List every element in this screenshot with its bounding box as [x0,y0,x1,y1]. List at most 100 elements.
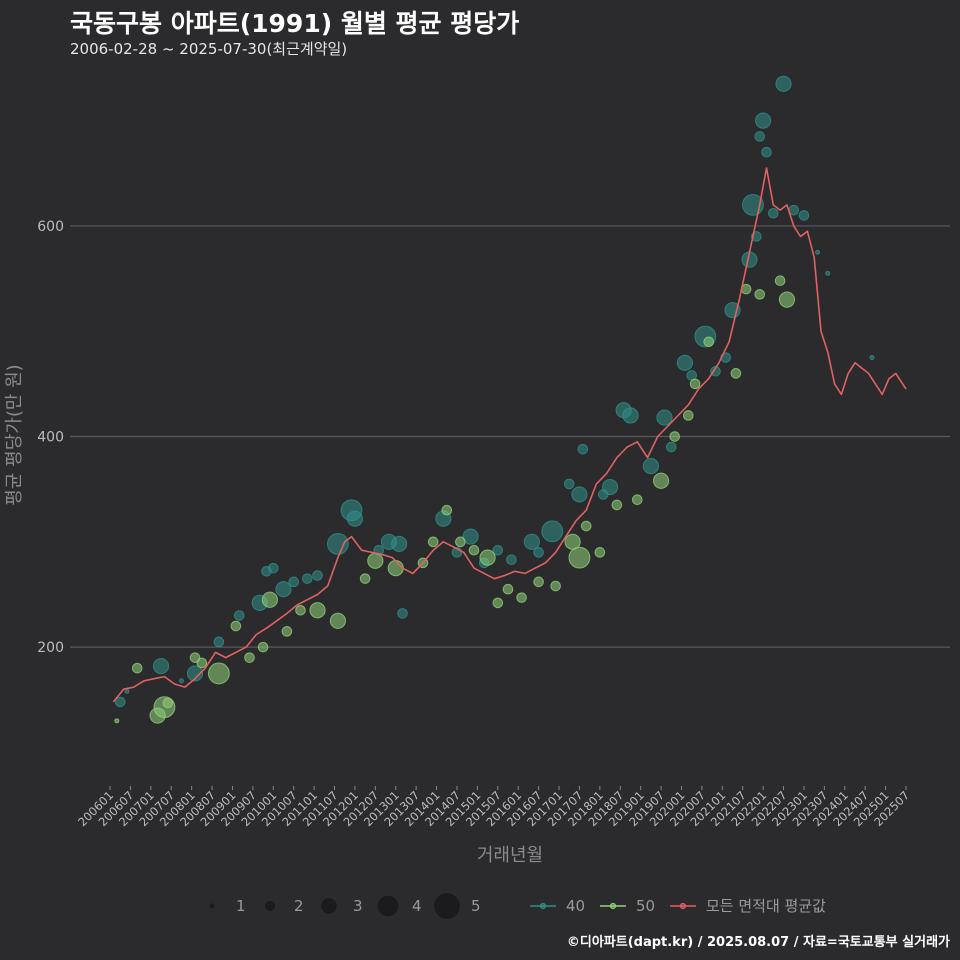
point-s50 [778,291,796,308]
point-s50 [492,597,504,609]
point-s40 [114,696,126,708]
point-s50 [427,536,439,548]
point-s40 [768,208,779,219]
point-s40 [312,570,323,581]
point-s40 [755,112,772,129]
chart-subtitle: 2006-02-28 ~ 2025-07-30(최근계약일) [70,40,348,58]
point-s40 [577,443,589,455]
point-s40 [462,528,479,545]
legend-size-label: 5 [471,897,481,915]
average-line-layer [112,167,907,703]
point-s50 [114,718,120,724]
point-s40 [397,608,408,619]
point-s50 [257,641,269,653]
point-s40 [825,270,831,276]
data-points [114,75,875,724]
point-s50 [309,602,326,619]
legend-series-dot [609,902,617,910]
point-s50 [329,612,347,629]
source-caption: ©디아파트(dapt.kr) / 2025.08.07 / 자료=국토교통부 실… [566,935,950,950]
point-s40 [506,554,517,566]
point-s40 [563,478,575,490]
y-tick-label: 200 [37,640,64,656]
point-s40 [275,581,292,598]
point-s40 [178,678,184,684]
legend-size-swatch [377,895,399,917]
point-s40 [213,636,225,648]
point-s50 [611,499,623,511]
point-s40 [492,544,504,556]
point-s50 [652,472,670,489]
y-axis-ticks: 200 400 600 [37,219,64,656]
point-s50 [162,697,174,709]
legend-size-label: 4 [412,897,422,915]
point-s50 [533,576,544,588]
point-s40 [761,146,772,158]
point-s40 [124,688,130,694]
point-s50 [568,546,591,569]
point-s50 [703,336,715,348]
point-s50 [682,410,694,421]
legend-size-label: 1 [236,897,246,915]
point-s50 [295,604,306,616]
point-s50 [455,536,466,548]
point-s50 [131,662,143,674]
legend-series-dot [539,902,547,910]
point-s40 [710,365,721,377]
point-s50 [516,592,527,603]
point-s40 [267,562,279,574]
point-s50 [359,573,371,584]
point-s40 [656,409,673,426]
point-s50 [230,620,242,632]
point-s40 [869,355,875,361]
point-s50 [261,591,278,608]
point-s50 [631,494,643,506]
point-s50 [479,549,496,566]
x-axis-title: 거래년월 [477,845,543,866]
point-s40 [815,249,821,255]
legend-size-label: 3 [353,897,363,915]
y-tick-label: 400 [37,430,64,446]
point-s50 [244,652,255,663]
point-s40 [642,457,659,475]
legend-size-swatch [209,903,215,909]
point-s50 [502,583,514,595]
point-s40 [798,210,810,221]
point-s50 [196,657,208,669]
point-s40 [571,486,588,503]
point-s40 [346,510,364,527]
grid-lines [70,225,950,648]
legend-size-label: 2 [294,897,304,915]
point-s50 [367,552,384,569]
point-s50 [468,544,480,556]
point-s50 [387,560,404,577]
point-s50 [594,547,606,558]
y-axis-title: 평균 평당가(만 원) [4,364,25,505]
point-s50 [441,504,453,516]
point-s40 [775,75,792,92]
point-s40 [288,576,299,588]
point-s40 [665,441,677,453]
point-s50 [669,431,680,442]
x-axis-ticks: 2006012006072007012007072008012008072009… [75,786,912,829]
point-s50 [550,580,561,592]
point-s40 [523,533,540,550]
point-s40 [152,657,170,675]
legend-size-swatch [264,900,276,912]
point-s50 [689,378,701,390]
point-s50 [281,626,293,637]
point-s40 [533,547,544,558]
point-s40 [601,478,619,496]
legend-series-label: 40 [566,897,585,915]
point-s50 [207,662,230,685]
point-s50 [774,275,786,286]
point-s50 [730,368,742,379]
point-s40 [754,131,766,142]
point-s50 [580,520,592,532]
chart-title: 국동구봉 아파트(1991) 월별 평균 평당가 [70,9,520,38]
point-s40 [541,520,564,543]
point-s50 [754,289,766,300]
legend-size-swatch [321,898,337,914]
legend-series-dot [679,902,687,910]
